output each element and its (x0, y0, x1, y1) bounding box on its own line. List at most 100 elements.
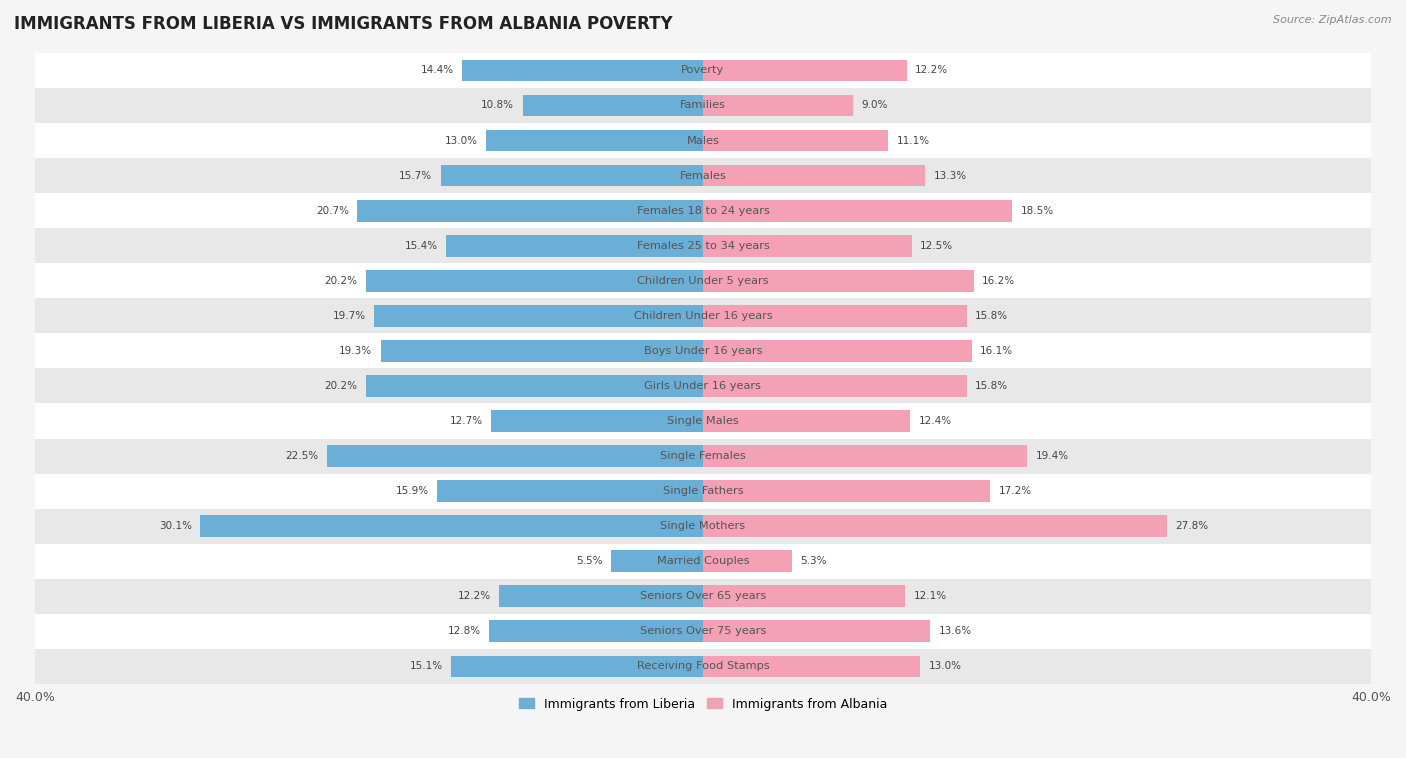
Text: 12.7%: 12.7% (450, 416, 482, 426)
Bar (499, 585, 703, 607)
Bar (441, 164, 703, 186)
Bar (486, 130, 703, 152)
Bar (381, 340, 703, 362)
Text: Females 18 to 24 years: Females 18 to 24 years (637, 205, 769, 216)
Text: Seniors Over 75 years: Seniors Over 75 years (640, 626, 766, 636)
Bar (35, 579, 1371, 614)
Bar (35, 474, 1371, 509)
Bar (35, 543, 1371, 579)
Text: 20.2%: 20.2% (325, 276, 357, 286)
Text: 12.5%: 12.5% (920, 241, 953, 251)
Bar (35, 509, 1371, 543)
Bar (703, 621, 931, 642)
Bar (366, 270, 703, 292)
Bar (366, 375, 703, 396)
Text: 17.2%: 17.2% (998, 486, 1032, 496)
Text: Boys Under 16 years: Boys Under 16 years (644, 346, 762, 356)
Text: 14.4%: 14.4% (420, 65, 454, 76)
Bar (35, 158, 1371, 193)
Text: 5.5%: 5.5% (576, 556, 603, 566)
Text: 13.0%: 13.0% (928, 662, 962, 672)
Text: 15.4%: 15.4% (405, 241, 437, 251)
Bar (35, 123, 1371, 158)
Text: Married Couples: Married Couples (657, 556, 749, 566)
Text: Females: Females (679, 171, 727, 180)
Bar (35, 228, 1371, 263)
Bar (446, 235, 703, 256)
Text: 30.1%: 30.1% (159, 522, 193, 531)
Text: Children Under 16 years: Children Under 16 years (634, 311, 772, 321)
Text: Single Fathers: Single Fathers (662, 486, 744, 496)
Text: 13.3%: 13.3% (934, 171, 966, 180)
Bar (703, 95, 853, 116)
Text: 13.0%: 13.0% (444, 136, 478, 146)
Bar (35, 88, 1371, 123)
Text: Seniors Over 65 years: Seniors Over 65 years (640, 591, 766, 601)
Text: Poverty: Poverty (682, 65, 724, 76)
Bar (437, 481, 703, 502)
Text: 20.7%: 20.7% (316, 205, 349, 216)
Bar (703, 130, 889, 152)
Text: 9.0%: 9.0% (862, 101, 889, 111)
Text: Single Males: Single Males (666, 416, 740, 426)
Bar (200, 515, 703, 537)
Bar (357, 200, 703, 221)
Text: Males: Males (686, 136, 720, 146)
Bar (523, 95, 703, 116)
Text: 12.4%: 12.4% (918, 416, 952, 426)
Text: Source: ZipAtlas.com: Source: ZipAtlas.com (1274, 15, 1392, 25)
Text: 19.3%: 19.3% (339, 346, 373, 356)
Text: 13.6%: 13.6% (938, 626, 972, 636)
Bar (35, 263, 1371, 299)
Bar (703, 164, 925, 186)
Text: 19.4%: 19.4% (1035, 451, 1069, 461)
Text: Single Mothers: Single Mothers (661, 522, 745, 531)
Text: 15.9%: 15.9% (396, 486, 429, 496)
Bar (703, 550, 792, 572)
Bar (703, 515, 1167, 537)
Text: Single Females: Single Females (661, 451, 745, 461)
Bar (489, 621, 703, 642)
Text: IMMIGRANTS FROM LIBERIA VS IMMIGRANTS FROM ALBANIA POVERTY: IMMIGRANTS FROM LIBERIA VS IMMIGRANTS FR… (14, 15, 672, 33)
Bar (703, 481, 990, 502)
Bar (703, 270, 973, 292)
Bar (612, 550, 703, 572)
Text: Families: Families (681, 101, 725, 111)
Text: 15.1%: 15.1% (409, 662, 443, 672)
Text: 11.1%: 11.1% (897, 136, 929, 146)
Bar (328, 445, 703, 467)
Bar (703, 375, 967, 396)
Bar (35, 614, 1371, 649)
Text: 15.8%: 15.8% (976, 381, 1008, 391)
Bar (491, 410, 703, 432)
Text: 16.2%: 16.2% (981, 276, 1015, 286)
Bar (703, 585, 905, 607)
Bar (35, 368, 1371, 403)
Bar (35, 439, 1371, 474)
Text: 10.8%: 10.8% (481, 101, 515, 111)
Bar (451, 656, 703, 677)
Bar (703, 60, 907, 81)
Text: Females 25 to 34 years: Females 25 to 34 years (637, 241, 769, 251)
Bar (35, 53, 1371, 88)
Text: 20.2%: 20.2% (325, 381, 357, 391)
Bar (703, 656, 920, 677)
Bar (35, 193, 1371, 228)
Text: Receiving Food Stamps: Receiving Food Stamps (637, 662, 769, 672)
Legend: Immigrants from Liberia, Immigrants from Albania: Immigrants from Liberia, Immigrants from… (513, 693, 893, 716)
Bar (374, 305, 703, 327)
Bar (463, 60, 703, 81)
Text: 12.8%: 12.8% (447, 626, 481, 636)
Bar (703, 200, 1012, 221)
Text: Girls Under 16 years: Girls Under 16 years (644, 381, 762, 391)
Text: 5.3%: 5.3% (800, 556, 827, 566)
Text: 27.8%: 27.8% (1175, 522, 1209, 531)
Text: 15.8%: 15.8% (976, 311, 1008, 321)
Text: 22.5%: 22.5% (285, 451, 319, 461)
Text: 19.7%: 19.7% (332, 311, 366, 321)
Bar (35, 334, 1371, 368)
Text: 12.2%: 12.2% (915, 65, 948, 76)
Bar (703, 340, 972, 362)
Text: 16.1%: 16.1% (980, 346, 1014, 356)
Bar (703, 445, 1026, 467)
